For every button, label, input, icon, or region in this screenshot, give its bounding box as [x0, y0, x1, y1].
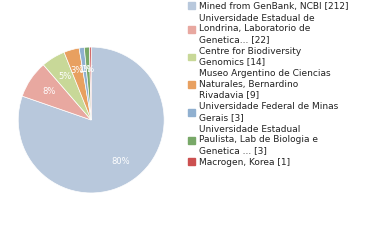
Wedge shape — [89, 47, 91, 120]
Wedge shape — [64, 48, 91, 120]
Text: 8%: 8% — [42, 87, 55, 96]
Wedge shape — [79, 47, 91, 120]
Text: 3%: 3% — [71, 66, 84, 75]
Wedge shape — [22, 65, 91, 120]
Text: 5%: 5% — [58, 72, 71, 81]
Text: 1%: 1% — [82, 65, 95, 73]
Wedge shape — [18, 47, 164, 193]
Wedge shape — [84, 47, 91, 120]
Text: 1%: 1% — [78, 65, 91, 74]
Wedge shape — [43, 52, 91, 120]
Legend: Mined from GenBank, NCBI [212], Universidade Estadual de
Londrina, Laboratorio d: Mined from GenBank, NCBI [212], Universi… — [186, 0, 350, 169]
Text: 80%: 80% — [111, 157, 130, 166]
